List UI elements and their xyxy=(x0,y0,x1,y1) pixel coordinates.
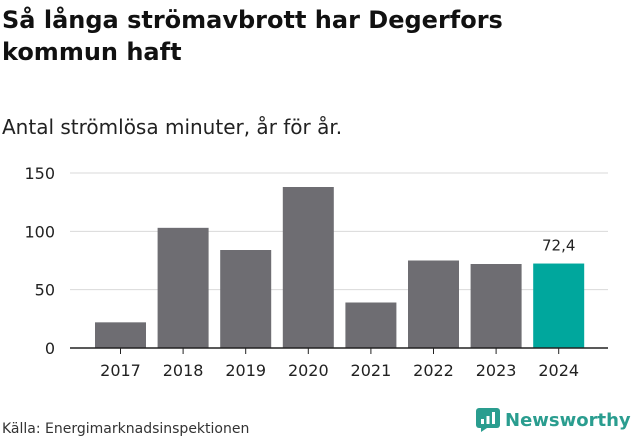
brand-name: Newsworthy xyxy=(505,409,631,431)
bar-chart: 0 50 100 150 2017 2018 2019 2020 2021 2022 2023 202… xyxy=(24,164,608,380)
bar-2019 xyxy=(220,250,272,348)
data-label-2024: 72,4 xyxy=(542,237,575,255)
bar-2022 xyxy=(408,260,459,348)
y-tick-label-150: 150 xyxy=(24,164,55,183)
chart-subtitle: Antal strömlösa minuter, år för år. xyxy=(2,115,343,139)
x-tick-label-2023: 2023 xyxy=(476,361,517,380)
brand-logo: Newsworthy xyxy=(476,408,631,432)
newsworthy-logo-icon xyxy=(476,408,500,432)
x-tick-label-2019: 2019 xyxy=(225,361,266,380)
bar-2017 xyxy=(95,322,146,348)
x-tick-label-2021: 2021 xyxy=(351,361,392,380)
bar-2024 xyxy=(533,263,585,348)
x-tick-label-2024: 2024 xyxy=(538,361,579,380)
bar-2023 xyxy=(470,264,522,348)
x-tick-label-2020: 2020 xyxy=(288,361,329,380)
bar-2020 xyxy=(282,187,334,348)
y-tick-label-100: 100 xyxy=(24,222,55,241)
x-tick-label-2022: 2022 xyxy=(413,361,454,380)
bar-2021 xyxy=(345,302,397,348)
x-tick-label-2018: 2018 xyxy=(163,361,204,380)
source-note: Källa: Energimarknadsinspektionen xyxy=(2,421,250,437)
x-tick-label-2017: 2017 xyxy=(100,361,141,380)
y-tick-label-50: 50 xyxy=(35,281,55,300)
y-tick-label-0: 0 xyxy=(45,339,55,358)
bar-2018 xyxy=(157,227,209,348)
chart-title: Så långa strömavbrott har Degerfors komm… xyxy=(2,6,503,66)
